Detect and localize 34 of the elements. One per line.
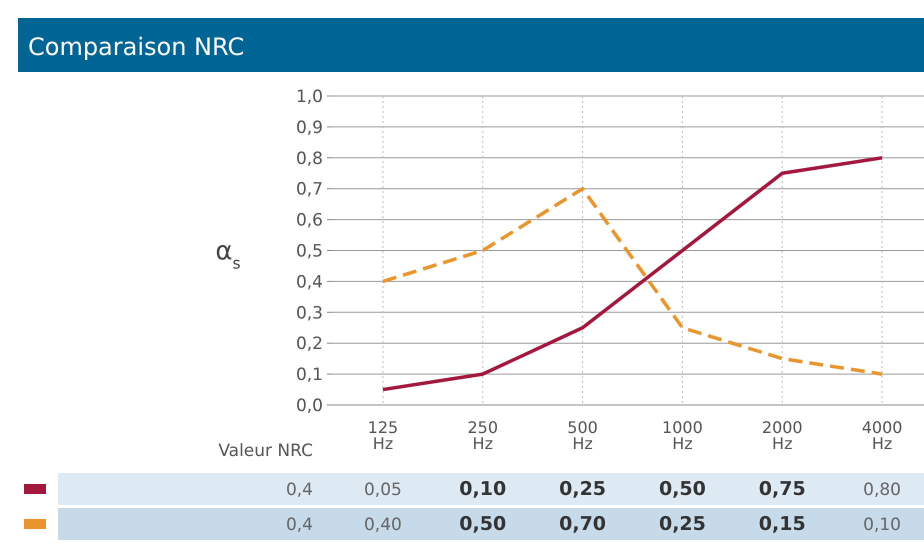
y-tick-label: 0,5 <box>296 241 323 262</box>
data-label: 0,75 <box>758 478 806 500</box>
y-tick-label: 0,8 <box>296 148 323 169</box>
y-axis-title: α$_{s}$ <box>215 236 241 273</box>
y-tick-label: 0,3 <box>296 303 323 324</box>
y-tick-label: 0,0 <box>296 396 323 416</box>
y-tick-label: 0,7 <box>296 180 323 200</box>
data-label: 0,15 <box>758 513 806 535</box>
y-tick-label: 1,0 <box>296 86 323 107</box>
x-tick-label: 125 Hz <box>368 418 398 453</box>
line-series <box>381 186 884 376</box>
data-label: 0,25 <box>559 478 606 500</box>
y-tick-label: 0,4 <box>296 272 323 292</box>
x-tick-label: 250 Hz <box>467 418 498 453</box>
data-label: 0,05 <box>364 480 402 500</box>
text: Valeur NRC <box>218 441 313 461</box>
data-label: 0,10 <box>459 478 506 500</box>
data-label: 0,50 <box>459 513 506 535</box>
x-tick-label: 4000 Hz <box>862 418 902 453</box>
data-label: 0,70 <box>559 513 606 535</box>
data-label: 0,80 <box>863 480 902 500</box>
data-label: 0,40 <box>364 515 402 535</box>
y-tick-label: 0,1 <box>296 365 323 386</box>
text: Comparaison NRC <box>28 33 244 61</box>
y-tick-label: 0,6 <box>296 210 323 231</box>
data-label: 0,25 <box>658 513 706 535</box>
line-series <box>381 156 884 392</box>
x-tick-label: 500 Hz <box>567 418 598 453</box>
x-tick-label: 1000 Hz <box>662 418 703 453</box>
data-label: 0,50 <box>658 478 706 500</box>
x-tick-label: 2000 Hz <box>762 418 803 453</box>
y-tick-label: 0,2 <box>296 334 323 354</box>
y-tick-label: 0,9 <box>296 118 323 138</box>
data-label: 0,10 <box>863 515 902 535</box>
